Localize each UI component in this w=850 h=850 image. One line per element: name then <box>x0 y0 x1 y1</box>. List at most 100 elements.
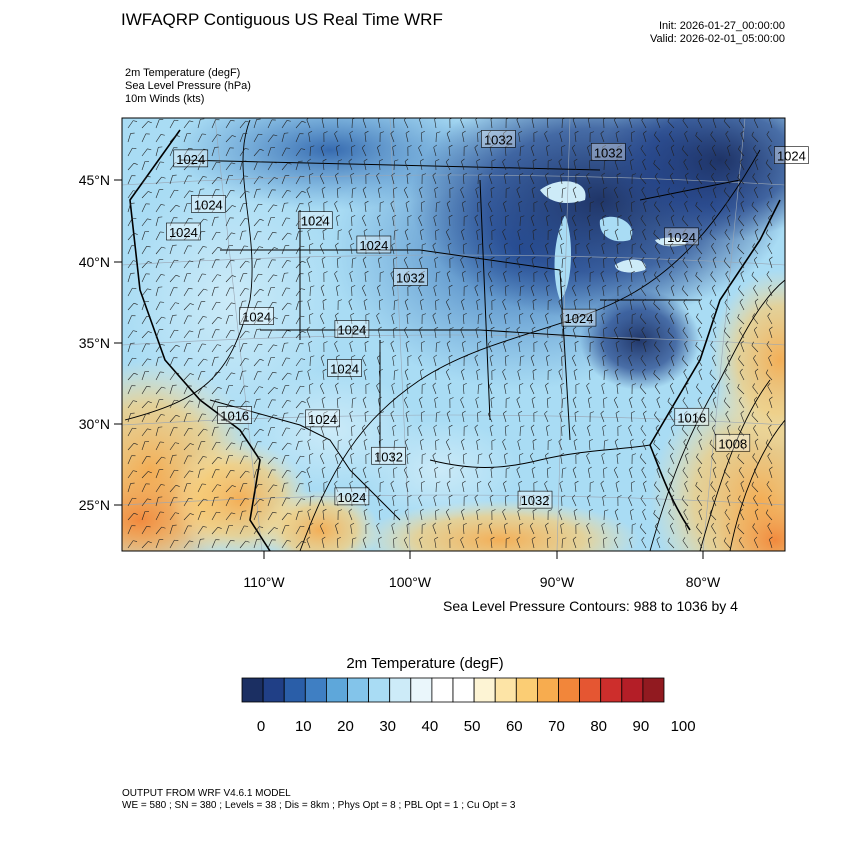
colorbar-swatch <box>473 677 496 703</box>
pressure-label-text: 1024 <box>359 238 388 253</box>
wind-barbs <box>127 118 773 549</box>
lat-label: 40°N <box>79 254 110 270</box>
colorbar-swatch <box>241 677 264 703</box>
colorbar-swatch <box>515 677 538 703</box>
pressure-label-text: 1024 <box>242 310 271 325</box>
pressure-label-text: 1024 <box>565 311 594 326</box>
pressure-label: 1024 <box>334 320 370 338</box>
pressure-label: 1016 <box>674 407 710 426</box>
field-label-temperature: 2m Temperature (degF) <box>125 67 241 79</box>
colorbar-swatch <box>642 677 665 703</box>
colorbar-swatch <box>431 677 454 703</box>
temperature-field <box>122 118 785 551</box>
colorbar-title: 2m Temperature (degF) <box>346 655 504 672</box>
pressure-label-text: 1024 <box>194 197 223 212</box>
pressure-label: 1032 <box>590 143 626 161</box>
colorbar-swatch <box>600 677 623 703</box>
colorbar-swatch <box>452 677 475 703</box>
pressure-label-text: 1008 <box>718 436 747 451</box>
pressure-label-text: 1016 <box>677 410 706 425</box>
lat-label: 35°N <box>79 335 110 351</box>
lat-label: 45°N <box>79 172 110 188</box>
pressure-label-text: 1024 <box>777 149 806 164</box>
valid-time: Valid: 2026-02-01_05:00:00 <box>650 33 785 45</box>
pressure-label: 1008 <box>715 433 751 452</box>
colorbar-swatch <box>579 677 602 703</box>
colorbar-swatch <box>621 677 644 703</box>
colorbar <box>241 677 665 703</box>
init-time: Init: 2026-01-27_00:00:00 <box>659 20 785 32</box>
colorbar-swatch <box>262 677 285 703</box>
model-info: OUTPUT FROM WRF V4.6.1 MODEL <box>122 788 291 799</box>
field-label-pressure: Sea Level Pressure (hPa) <box>125 80 251 92</box>
pressure-label-text: 1024 <box>169 225 198 240</box>
pressure-label: 1024 <box>173 149 209 168</box>
axis-ticks <box>114 179 704 559</box>
colorbar-swatch <box>558 677 581 703</box>
colorbar-tick-label: 20 <box>337 718 354 735</box>
map-frame <box>121 117 786 552</box>
lat-label: 25°N <box>79 497 110 513</box>
pressure-label-text: 1024 <box>337 323 366 338</box>
lat-labels: 45°N 40°N 35°N 30°N 25°N <box>79 172 110 513</box>
pressure-contours <box>124 119 785 551</box>
colorbar-swatch <box>347 677 370 703</box>
colorbar-tick-label: 0 <box>257 718 265 735</box>
pressure-label: 1024 <box>774 146 809 164</box>
lon-labels: 110°W 100°W 90°W 80°W <box>243 574 721 590</box>
colorbar-swatch <box>325 677 348 703</box>
pressure-label-text: 1032 <box>594 145 623 160</box>
pressure-label: 1016 <box>217 406 252 424</box>
pressure-label-text: 1032 <box>484 132 513 147</box>
lat-label: 30°N <box>79 416 110 432</box>
pressure-label: 1024 <box>166 222 201 241</box>
pressure-label-text: 1032 <box>396 271 425 286</box>
lon-label: 100°W <box>389 574 432 590</box>
pressure-label: 1024 <box>191 195 226 213</box>
pressure-label: 1024 <box>239 307 274 325</box>
colorbar-tick-label: 30 <box>379 718 396 735</box>
pressure-label: 1024 <box>561 308 597 327</box>
pressure-label: 1032 <box>393 268 428 286</box>
colorbar-tick-label: 50 <box>464 718 481 735</box>
colorbar-swatch <box>494 677 517 703</box>
lon-label: 80°W <box>686 574 721 590</box>
colorbar-swatch <box>283 677 306 703</box>
field-label-winds: 10m Winds (kts) <box>125 93 205 105</box>
pressure-label-text: 1024 <box>667 230 696 245</box>
pressure-label: 1024 <box>664 227 699 246</box>
pressure-labels: 1024 1024 1024 1024 1024 1032 1024 1024 1024 1016… <box>166 130 809 509</box>
pressure-label: 1024 <box>305 409 340 428</box>
colorbar-swatch <box>368 677 391 703</box>
pressure-label: 1024 <box>356 235 392 254</box>
colorbar-tick-label: 90 <box>633 718 650 735</box>
pressure-label-text: 1016 <box>220 409 249 424</box>
colorbar-tick-label: 70 <box>548 718 565 735</box>
lon-label: 90°W <box>540 574 575 590</box>
pressure-label: 1024 <box>297 211 333 229</box>
pressure-label-text: 1024 <box>301 214 330 229</box>
model-settings: WE = 580 ; SN = 380 ; Levels = 38 ; Dis … <box>122 800 516 811</box>
pressure-label: 1032 <box>481 130 516 148</box>
pressure-label: 1024 <box>334 487 370 506</box>
lon-label: 110°W <box>243 574 285 590</box>
pressure-label-text: 1024 <box>308 412 337 427</box>
pressure-label-text: 1032 <box>374 449 403 464</box>
map-title: IWFAQRP Contiguous US Real Time WRF <box>121 10 443 29</box>
contour-note: Sea Level Pressure Contours: 988 to 1036… <box>443 598 738 614</box>
colorbar-tick-label: 10 <box>295 718 312 735</box>
pressure-label-text: 1032 <box>521 493 550 508</box>
colorbar-tick-label: 100 <box>671 718 696 735</box>
pressure-label-text: 1024 <box>330 362 359 377</box>
colorbar-tick-label: 60 <box>506 718 523 735</box>
pressure-label-text: 1024 <box>337 490 366 505</box>
colorbar-swatch <box>304 677 327 703</box>
pressure-label-text: 1024 <box>176 152 205 167</box>
pressure-label: 1032 <box>517 490 553 509</box>
colorbar-swatch <box>389 677 412 703</box>
colorbar-tick-label: 40 <box>422 718 439 735</box>
colorbar-swatch <box>410 677 433 703</box>
colorbar-tick-label: 80 <box>590 718 607 735</box>
colorbar-tick-labels: 0 10 20 30 40 50 60 70 80 90 100 <box>257 718 696 735</box>
